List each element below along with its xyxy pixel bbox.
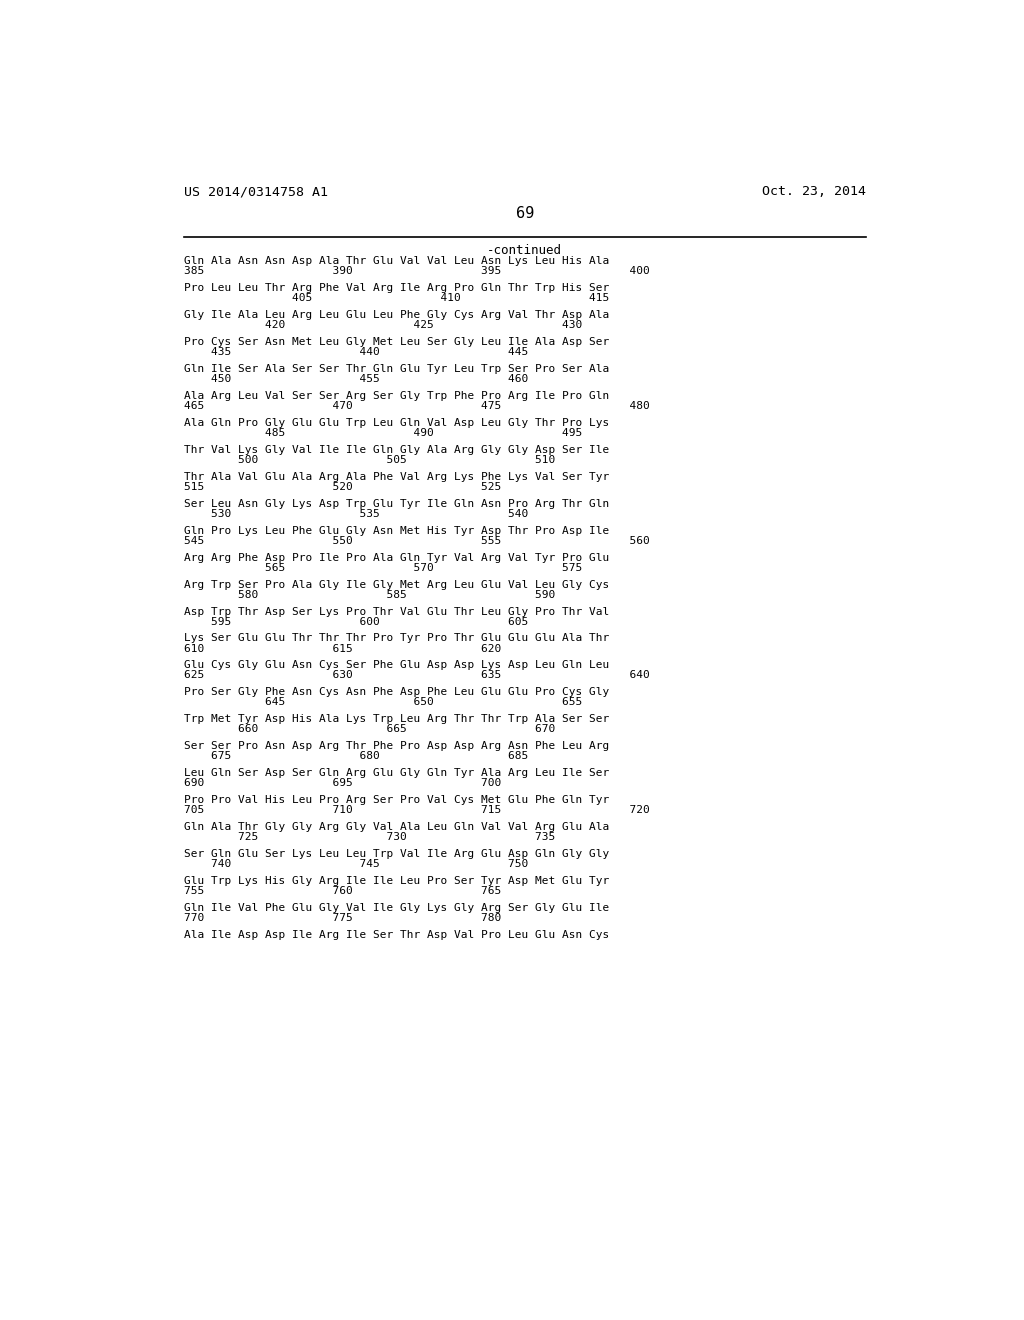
Text: 420                   425                   430: 420 425 430 xyxy=(183,321,582,330)
Text: Ser Leu Asn Gly Lys Asp Trp Glu Tyr Ile Gln Asn Pro Arg Thr Gln: Ser Leu Asn Gly Lys Asp Trp Glu Tyr Ile … xyxy=(183,499,609,508)
Text: 725                   730                   735: 725 730 735 xyxy=(183,832,555,842)
Text: Ala Ile Asp Asp Ile Arg Ile Ser Thr Asp Val Pro Leu Glu Asn Cys: Ala Ile Asp Asp Ile Arg Ile Ser Thr Asp … xyxy=(183,929,609,940)
Text: 405                   410                   415: 405 410 415 xyxy=(183,293,609,304)
Text: Arg Trp Ser Pro Ala Gly Ile Gly Met Arg Leu Glu Val Leu Gly Cys: Arg Trp Ser Pro Ala Gly Ile Gly Met Arg … xyxy=(183,579,609,590)
Text: 675                   680                   685: 675 680 685 xyxy=(183,751,528,762)
Text: 485                   490                   495: 485 490 495 xyxy=(183,428,582,438)
Text: Glu Trp Lys His Gly Arg Ile Ile Leu Pro Ser Tyr Asp Met Glu Tyr: Glu Trp Lys His Gly Arg Ile Ile Leu Pro … xyxy=(183,876,609,886)
Text: 770                   775                   780: 770 775 780 xyxy=(183,913,501,923)
Text: -continued: -continued xyxy=(487,244,562,257)
Text: Ser Ser Pro Asn Asp Arg Thr Phe Pro Asp Asp Arg Asn Phe Leu Arg: Ser Ser Pro Asn Asp Arg Thr Phe Pro Asp … xyxy=(183,742,609,751)
Text: 740                   745                   750: 740 745 750 xyxy=(183,859,528,869)
Text: 545                   550                   555                   560: 545 550 555 560 xyxy=(183,536,649,545)
Text: Oct. 23, 2014: Oct. 23, 2014 xyxy=(762,185,866,198)
Text: Thr Ala Val Glu Ala Arg Ala Phe Val Arg Lys Phe Lys Val Ser Tyr: Thr Ala Val Glu Ala Arg Ala Phe Val Arg … xyxy=(183,471,609,482)
Text: 530                   535                   540: 530 535 540 xyxy=(183,508,528,519)
Text: Gln Ile Ser Ala Ser Ser Thr Gln Glu Tyr Leu Trp Ser Pro Ser Ala: Gln Ile Ser Ala Ser Ser Thr Gln Glu Tyr … xyxy=(183,364,609,374)
Text: 580                   585                   590: 580 585 590 xyxy=(183,590,555,599)
Text: Ala Gln Pro Gly Glu Glu Trp Leu Gln Val Asp Leu Gly Thr Pro Lys: Ala Gln Pro Gly Glu Glu Trp Leu Gln Val … xyxy=(183,418,609,428)
Text: Gly Ile Ala Leu Arg Leu Glu Leu Phe Gly Cys Arg Val Thr Asp Ala: Gly Ile Ala Leu Arg Leu Glu Leu Phe Gly … xyxy=(183,310,609,319)
Text: Gln Ala Asn Asn Asp Ala Thr Glu Val Val Leu Asn Lys Leu His Ala: Gln Ala Asn Asn Asp Ala Thr Glu Val Val … xyxy=(183,256,609,267)
Text: 500                   505                   510: 500 505 510 xyxy=(183,455,555,465)
Text: 660                   665                   670: 660 665 670 xyxy=(183,725,555,734)
Text: Pro Cys Ser Asn Met Leu Gly Met Leu Ser Gly Leu Ile Ala Asp Ser: Pro Cys Ser Asn Met Leu Gly Met Leu Ser … xyxy=(183,337,609,347)
Text: Gln Ile Val Phe Glu Gly Val Ile Gly Lys Gly Arg Ser Gly Glu Ile: Gln Ile Val Phe Glu Gly Val Ile Gly Lys … xyxy=(183,903,609,913)
Text: Arg Arg Phe Asp Pro Ile Pro Ala Gln Tyr Val Arg Val Tyr Pro Glu: Arg Arg Phe Asp Pro Ile Pro Ala Gln Tyr … xyxy=(183,553,609,562)
Text: Pro Ser Gly Phe Asn Cys Asn Phe Asp Phe Leu Glu Glu Pro Cys Gly: Pro Ser Gly Phe Asn Cys Asn Phe Asp Phe … xyxy=(183,688,609,697)
Text: 69: 69 xyxy=(516,206,534,222)
Text: Thr Val Lys Gly Val Ile Ile Gln Gly Ala Arg Gly Gly Asp Ser Ile: Thr Val Lys Gly Val Ile Ile Gln Gly Ala … xyxy=(183,445,609,455)
Text: Ser Gln Glu Ser Lys Leu Leu Trp Val Ile Arg Glu Asp Gln Gly Gly: Ser Gln Glu Ser Lys Leu Leu Trp Val Ile … xyxy=(183,849,609,859)
Text: 625                   630                   635                   640: 625 630 635 640 xyxy=(183,671,649,680)
Text: 450                   455                   460: 450 455 460 xyxy=(183,374,528,384)
Text: Lys Ser Glu Glu Thr Thr Thr Pro Tyr Pro Thr Glu Glu Glu Ala Thr: Lys Ser Glu Glu Thr Thr Thr Pro Tyr Pro … xyxy=(183,634,609,643)
Text: 515                   520                   525: 515 520 525 xyxy=(183,482,501,492)
Text: 385                   390                   395                   400: 385 390 395 400 xyxy=(183,267,649,276)
Text: Asp Trp Thr Asp Ser Lys Pro Thr Val Glu Thr Leu Gly Pro Thr Val: Asp Trp Thr Asp Ser Lys Pro Thr Val Glu … xyxy=(183,607,609,616)
Text: Trp Met Tyr Asp His Ala Lys Trp Leu Arg Thr Thr Trp Ala Ser Ser: Trp Met Tyr Asp His Ala Lys Trp Leu Arg … xyxy=(183,714,609,725)
Text: Gln Ala Thr Gly Gly Arg Gly Val Ala Leu Gln Val Val Arg Glu Ala: Gln Ala Thr Gly Gly Arg Gly Val Ala Leu … xyxy=(183,822,609,832)
Text: 610                   615                   620: 610 615 620 xyxy=(183,644,501,653)
Text: 435                   440                   445: 435 440 445 xyxy=(183,347,528,356)
Text: Pro Leu Leu Thr Arg Phe Val Arg Ile Arg Pro Gln Thr Trp His Ser: Pro Leu Leu Thr Arg Phe Val Arg Ile Arg … xyxy=(183,284,609,293)
Text: Glu Cys Gly Glu Asn Cys Ser Phe Glu Asp Asp Lys Asp Leu Gln Leu: Glu Cys Gly Glu Asn Cys Ser Phe Glu Asp … xyxy=(183,660,609,671)
Text: 755                   760                   765: 755 760 765 xyxy=(183,886,501,896)
Text: 645                   650                   655: 645 650 655 xyxy=(183,697,582,708)
Text: 465                   470                   475                   480: 465 470 475 480 xyxy=(183,401,649,411)
Text: 565                   570                   575: 565 570 575 xyxy=(183,562,582,573)
Text: Pro Pro Val His Leu Pro Arg Ser Pro Val Cys Met Glu Phe Gln Tyr: Pro Pro Val His Leu Pro Arg Ser Pro Val … xyxy=(183,795,609,805)
Text: US 2014/0314758 A1: US 2014/0314758 A1 xyxy=(183,185,328,198)
Text: Leu Gln Ser Asp Ser Gln Arg Glu Gly Gln Tyr Ala Arg Leu Ile Ser: Leu Gln Ser Asp Ser Gln Arg Glu Gly Gln … xyxy=(183,768,609,779)
Text: Gln Pro Lys Leu Phe Glu Gly Asn Met His Tyr Asp Thr Pro Asp Ile: Gln Pro Lys Leu Phe Glu Gly Asn Met His … xyxy=(183,525,609,536)
Text: 705                   710                   715                   720: 705 710 715 720 xyxy=(183,805,649,816)
Text: Ala Arg Leu Val Ser Ser Arg Ser Gly Trp Phe Pro Arg Ile Pro Gln: Ala Arg Leu Val Ser Ser Arg Ser Gly Trp … xyxy=(183,391,609,401)
Text: 690                   695                   700: 690 695 700 xyxy=(183,779,501,788)
Text: 595                   600                   605: 595 600 605 xyxy=(183,616,528,627)
